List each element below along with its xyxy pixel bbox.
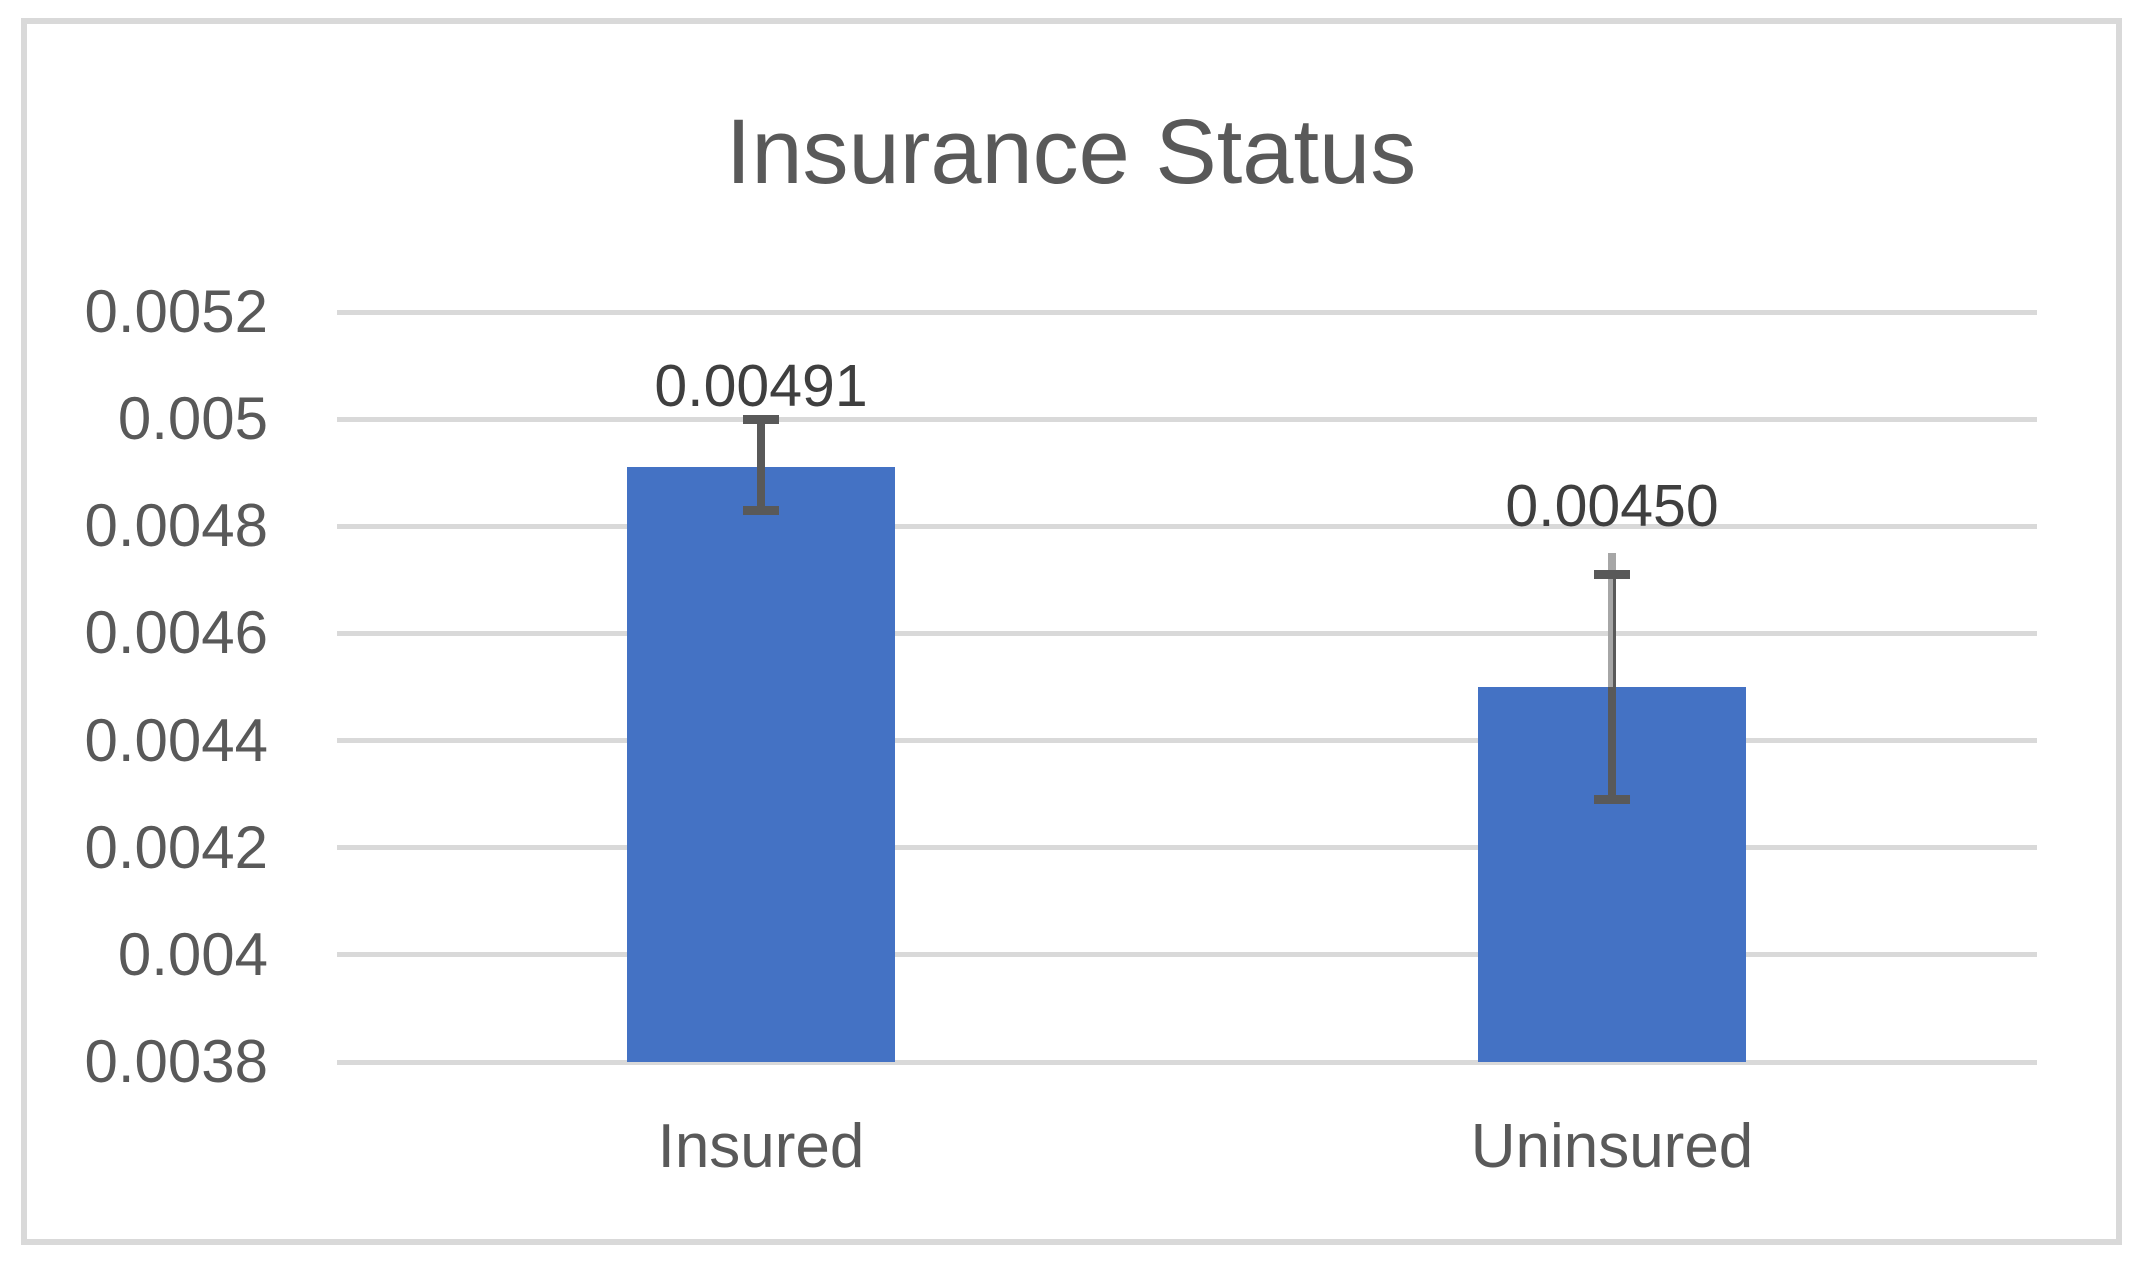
gridline [337, 1059, 2037, 1065]
error-bar-cap [1594, 570, 1630, 579]
error-bar-line-light [1608, 553, 1616, 687]
error-bar-cap [743, 505, 779, 515]
y-axis-tick-label: 0.0038 [84, 1028, 268, 1095]
category-label-insured: Insured [657, 1112, 865, 1181]
error-bar-cap [1594, 795, 1630, 804]
chart-title: Insurance Status [725, 101, 1417, 203]
data-label: 0.00450 [1505, 473, 1719, 540]
gridline [337, 523, 2037, 529]
gridline [337, 416, 2037, 422]
y-axis-tick-label: 0.0046 [84, 599, 268, 667]
gridline [337, 309, 2037, 315]
y-axis-tick-label: 0.005 [117, 385, 268, 453]
y-axis-tick-label: 0.0042 [84, 813, 268, 881]
gridline [337, 738, 2037, 744]
error-bar-line [757, 419, 765, 511]
gridline [337, 952, 2037, 958]
y-axis-tick-label: 0.0048 [84, 492, 268, 560]
y-axis-tick-label: 0.0052 [84, 278, 268, 345]
category-label-uninsured: Uninsured [1470, 1112, 1754, 1181]
data-label: 0.00491 [654, 353, 868, 420]
error-bar-line-thin [1613, 574, 1616, 687]
y-axis-tick-label: 0.0044 [84, 706, 268, 774]
error-bar-cap [743, 414, 779, 424]
gridline [337, 630, 2037, 636]
gridline [337, 845, 2037, 851]
bar-insured [627, 467, 895, 1062]
y-axis-tick-label: 0.004 [117, 920, 268, 988]
error-bar-line [1608, 687, 1616, 804]
